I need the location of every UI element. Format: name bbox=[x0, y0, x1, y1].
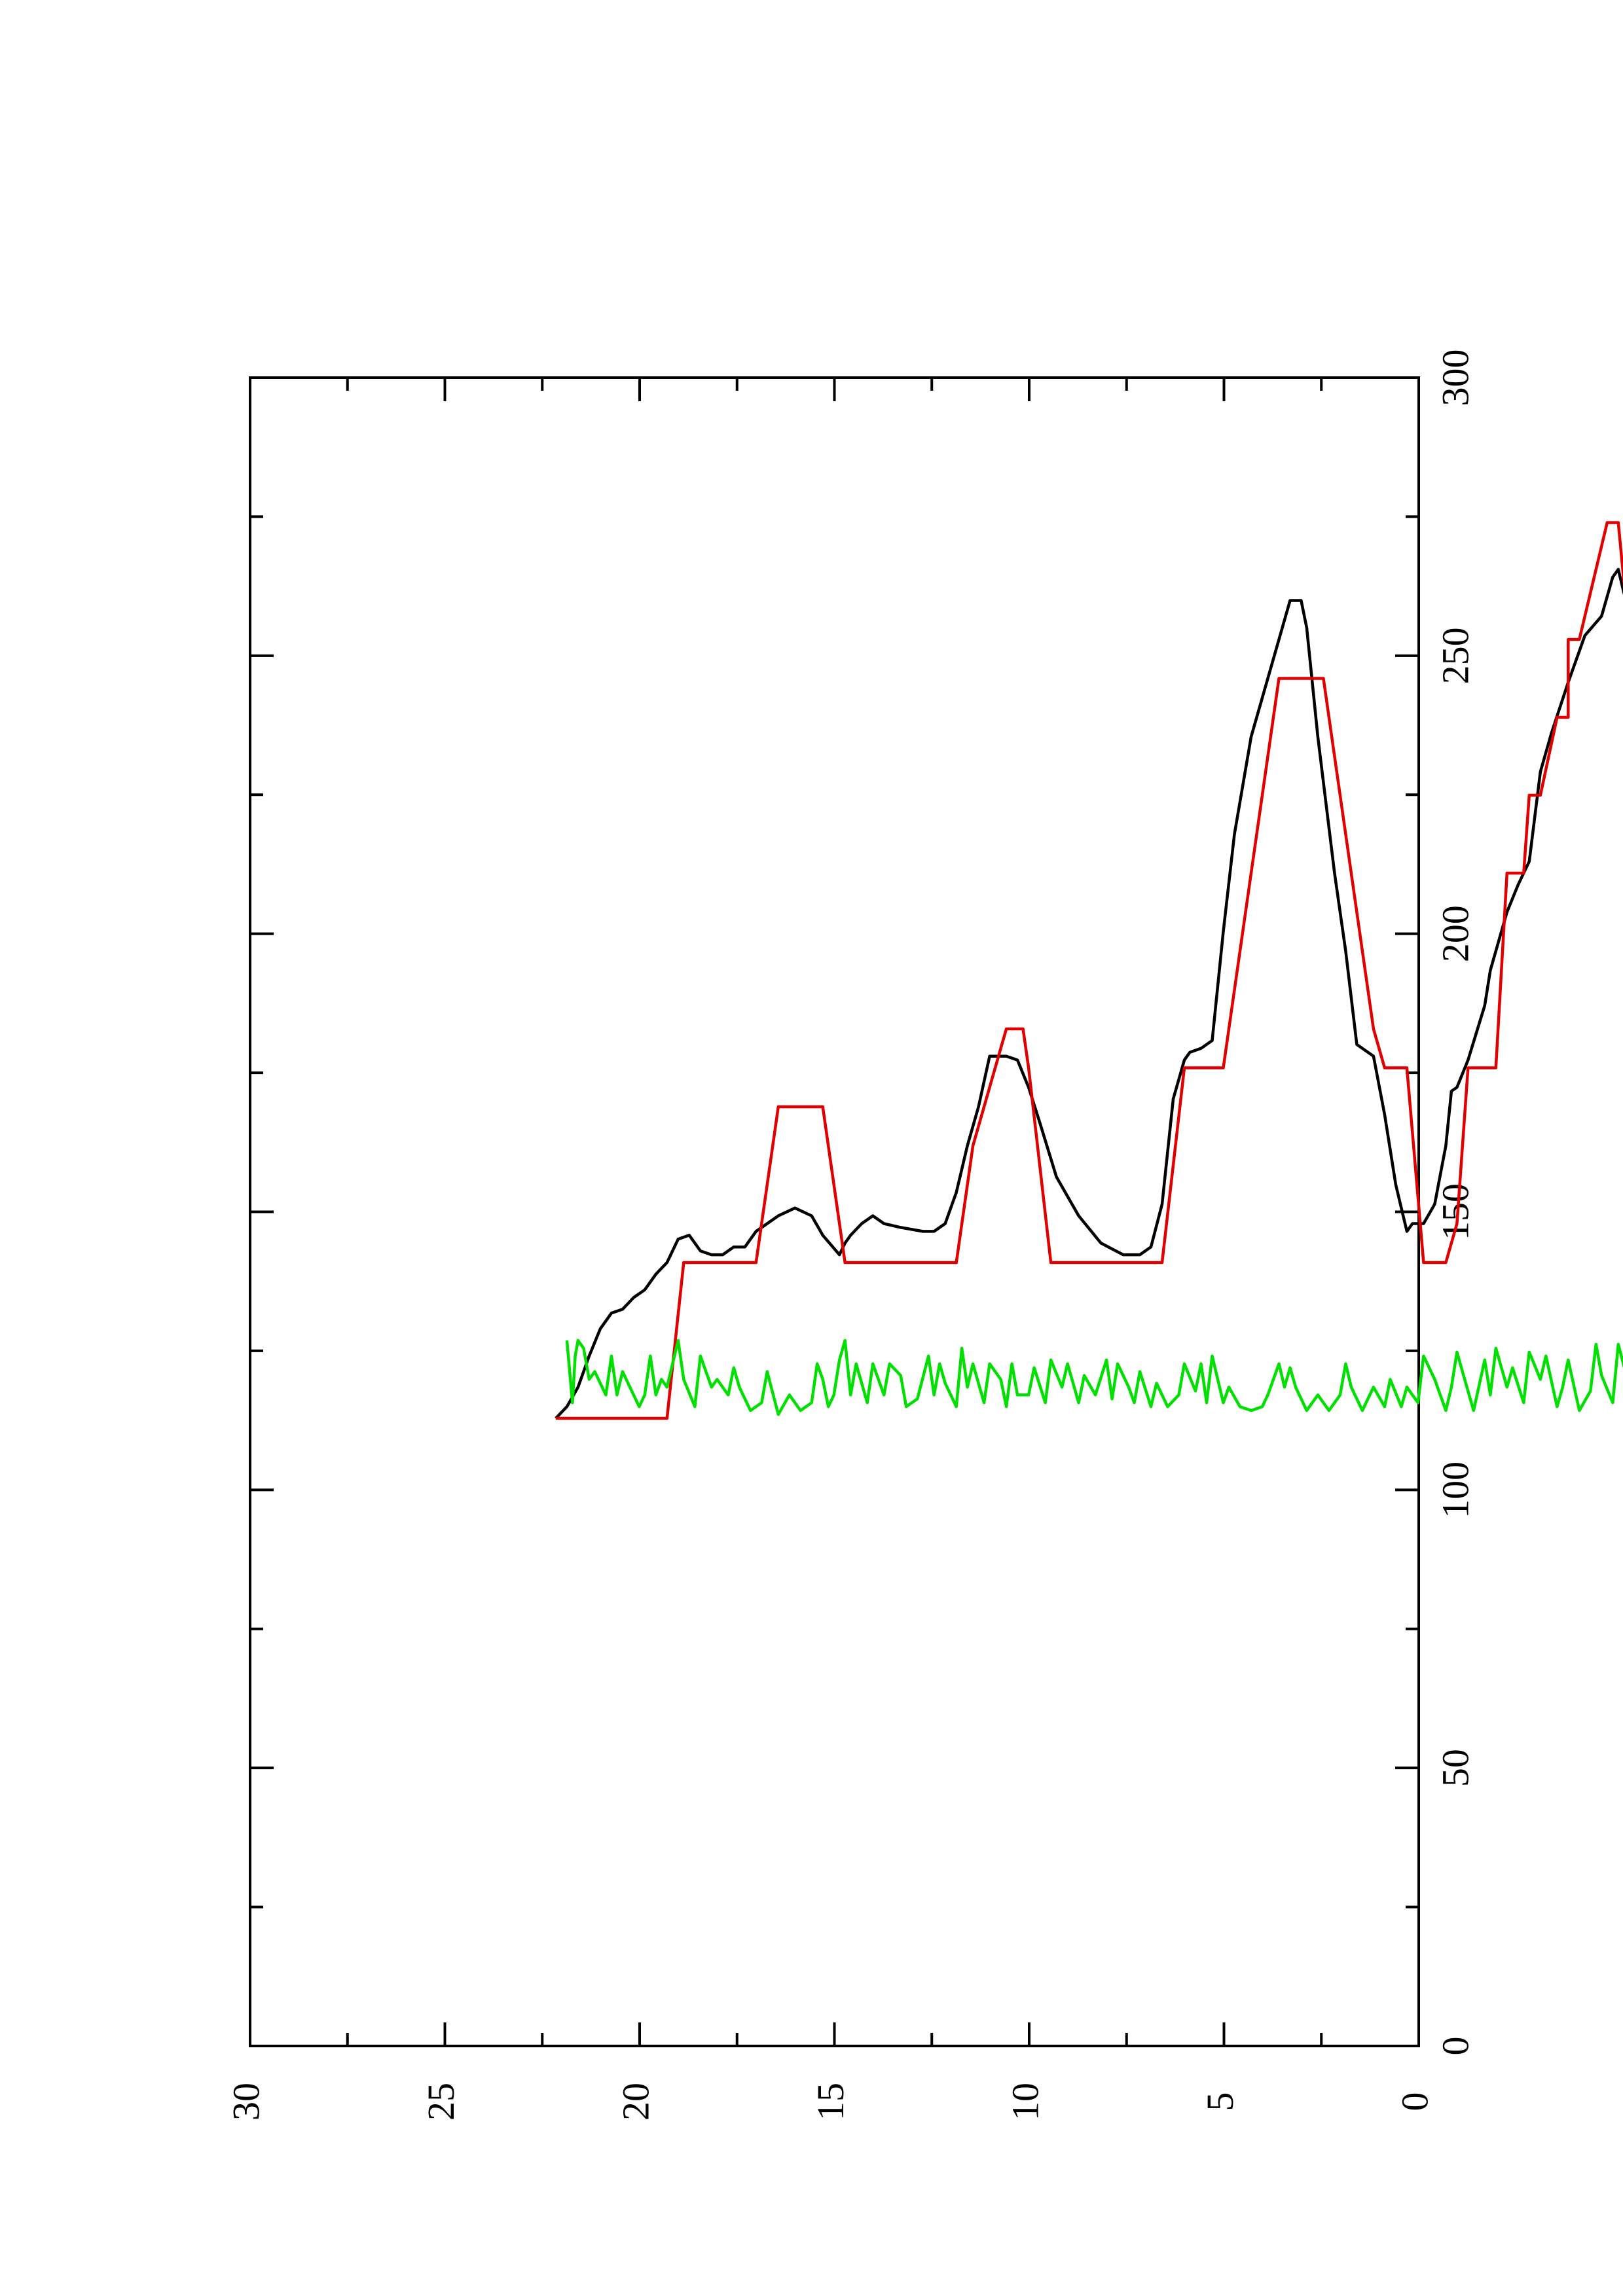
x-tick-label: 0 bbox=[1434, 2037, 1476, 2056]
x-tick-label: 50 bbox=[1434, 1749, 1476, 1787]
series-line-3 bbox=[565, 1338, 1623, 1416]
plot-frame bbox=[249, 376, 1420, 2047]
y-tick-label: 15 bbox=[809, 2083, 852, 2121]
series-line-2 bbox=[555, 521, 1623, 1420]
y-tick-label: 10 bbox=[1004, 2083, 1046, 2121]
series-line-1 bbox=[555, 567, 1623, 1420]
y-tick-label: 20 bbox=[614, 2083, 657, 2121]
y-tick-label: 25 bbox=[420, 2083, 462, 2121]
y-tick-label: 0 bbox=[1393, 2092, 1436, 2111]
axis-ticks bbox=[249, 376, 1420, 2047]
series-layer bbox=[555, 521, 1623, 1420]
y-tick-label: 5 bbox=[1199, 2092, 1241, 2111]
y-tick-label: 30 bbox=[225, 2083, 267, 2121]
x-tick-label: 100 bbox=[1434, 1462, 1476, 1518]
x-tick-label: 300 bbox=[1434, 350, 1476, 406]
x-tick-label: 200 bbox=[1434, 905, 1476, 962]
x-tick-label: 250 bbox=[1434, 627, 1476, 684]
